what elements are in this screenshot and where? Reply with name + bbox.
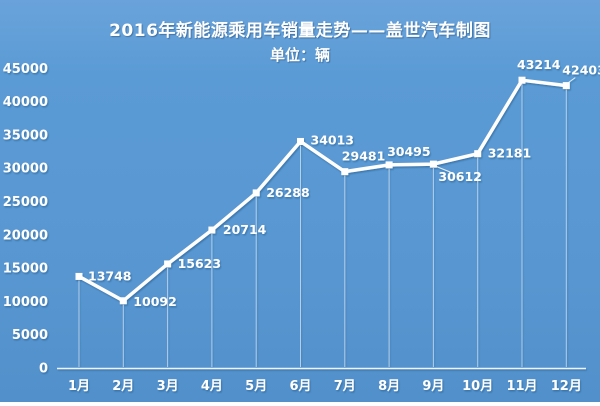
y-axis-tick-label: 45000 bbox=[3, 62, 48, 77]
data-point-marker bbox=[341, 168, 349, 176]
x-axis-tick-label: 2月 bbox=[112, 379, 134, 394]
data-label: 42403 bbox=[562, 63, 600, 78]
data-point-marker bbox=[119, 297, 127, 305]
data-point-marker bbox=[252, 189, 260, 197]
data-label: 10092 bbox=[133, 294, 177, 309]
data-point-marker bbox=[429, 160, 437, 168]
y-axis-tick-label: 5000 bbox=[12, 328, 48, 343]
x-axis-tick-label: 8月 bbox=[378, 379, 400, 394]
data-point-marker bbox=[518, 76, 526, 84]
data-label: 13748 bbox=[88, 268, 132, 283]
chart-layer: 0 5000 10000 15000 20000 25000 30000 35000 40000… bbox=[3, 57, 600, 394]
data-label: 34013 bbox=[311, 132, 355, 147]
y-axis-tick-label: 40000 bbox=[3, 95, 48, 110]
data-point-marker bbox=[164, 260, 172, 268]
label-leader-line bbox=[568, 77, 576, 84]
data-point-marker bbox=[385, 161, 393, 169]
x-axis-tick-label: 4月 bbox=[201, 379, 223, 394]
x-axis-tick-label: 1月 bbox=[68, 379, 90, 394]
sales-line bbox=[78, 78, 567, 303]
y-axis-tick-label: 30000 bbox=[3, 162, 48, 177]
y-axis-tick-label: 25000 bbox=[3, 195, 48, 210]
data-label: 43214 bbox=[517, 57, 561, 72]
data-point-marker bbox=[75, 272, 83, 280]
data-label: 15623 bbox=[178, 256, 222, 271]
chart-title: 2016年新能源乘用车销量走势——盖世汽车制图 bbox=[109, 21, 491, 41]
y-axis-tick-label: 10000 bbox=[3, 295, 48, 310]
label-leader-line bbox=[435, 165, 451, 173]
x-axis-tick-label: 10月 bbox=[462, 379, 493, 394]
data-point-marker bbox=[208, 226, 216, 234]
data-label: 30612 bbox=[438, 169, 482, 184]
y-axis-tick-label: 35000 bbox=[3, 128, 48, 143]
data-label: 20714 bbox=[223, 222, 267, 237]
x-axis-tick-label: 6月 bbox=[289, 379, 311, 394]
chart-unit-label: 单位：辆 bbox=[269, 46, 330, 64]
data-point-marker bbox=[297, 137, 304, 145]
x-axis-tick-label: 11月 bbox=[506, 379, 537, 394]
data-label: 26288 bbox=[266, 185, 310, 200]
y-axis-tick-label: 15000 bbox=[3, 262, 48, 277]
x-axis-tick-label: 12月 bbox=[551, 379, 582, 394]
x-axis-tick-label: 3月 bbox=[157, 379, 179, 394]
x-axis-tick-label: 7月 bbox=[334, 379, 356, 394]
data-label: 30495 bbox=[387, 144, 431, 159]
data-label: 32181 bbox=[488, 146, 532, 161]
x-axis-tick-label: 5月 bbox=[245, 379, 267, 394]
data-label: 29481 bbox=[342, 149, 386, 164]
data-point-marker bbox=[562, 82, 570, 90]
y-axis-tick-label: 20000 bbox=[3, 228, 48, 243]
x-axis-tick-label: 9月 bbox=[422, 379, 444, 394]
data-point-marker bbox=[474, 150, 482, 158]
y-axis-tick-label: 0 bbox=[39, 362, 48, 377]
